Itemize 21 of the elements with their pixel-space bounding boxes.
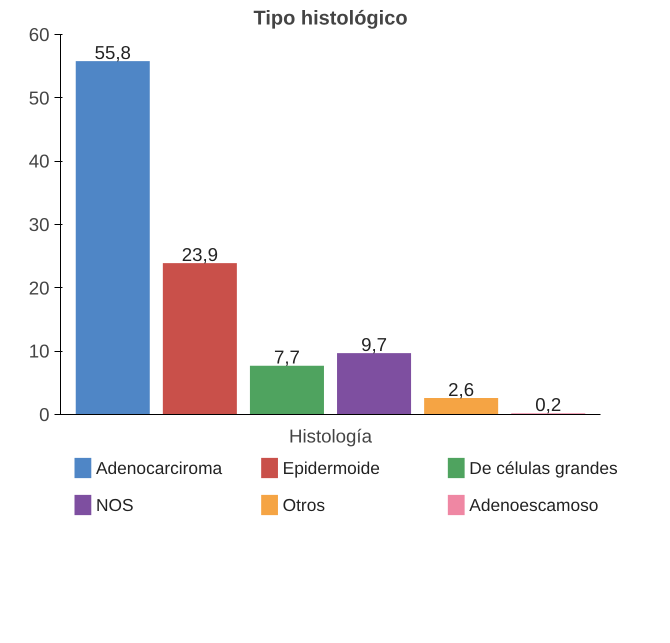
legend-label: Otros: [282, 495, 326, 515]
y-tick-label: 10: [28, 340, 50, 362]
y-tick-label: 40: [28, 150, 50, 172]
y-tick-label: 60: [28, 24, 50, 45]
data-label: 2,6: [448, 379, 474, 400]
legend-label: Epidermoide: [282, 458, 380, 478]
y-tick-label: 20: [28, 277, 50, 298]
data-label: 9,7: [361, 334, 388, 356]
legend-label: NOS: [96, 495, 134, 515]
legend-label: De células grandes: [469, 458, 618, 478]
legend-label: Adenoescamoso: [469, 495, 598, 515]
y-tick-label: 50: [28, 87, 50, 108]
y-tick-label: 0: [39, 404, 50, 425]
y-tick-label: 30: [28, 214, 50, 235]
data-label: 7,7: [274, 346, 300, 368]
data-label: 55,8: [94, 42, 131, 64]
data-label: 0,2: [535, 394, 562, 416]
data-label: 23,9: [182, 244, 218, 266]
legend-label: Adenocarciroma: [96, 458, 222, 478]
chart-title: Tipo histológico: [253, 8, 408, 30]
x-axis-title: Histología: [289, 426, 373, 446]
